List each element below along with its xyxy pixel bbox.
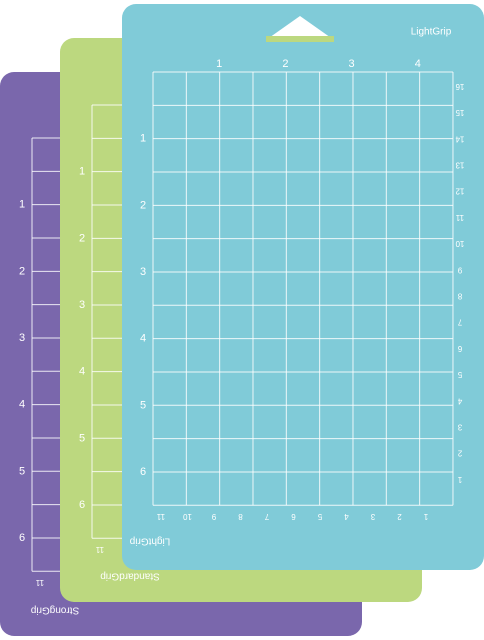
ruler-number: 3 bbox=[140, 266, 146, 278]
ruler-number: 6 bbox=[140, 466, 146, 478]
ruler-number: 3 bbox=[457, 422, 462, 431]
ruler-number: 2 bbox=[19, 265, 25, 277]
ruler-number: 10 bbox=[455, 239, 464, 248]
ruler-number: 6 bbox=[79, 499, 85, 511]
ruler-number: 11 bbox=[35, 578, 44, 587]
ruler-number: 10 bbox=[183, 512, 192, 521]
ruler-number: 5 bbox=[317, 512, 322, 521]
ruler-number: 15 bbox=[455, 108, 464, 117]
ruler-number: 5 bbox=[19, 465, 25, 477]
ruler-number: 1 bbox=[423, 512, 428, 521]
ruler-number: 11 bbox=[156, 512, 165, 521]
notch-strip bbox=[266, 36, 334, 42]
ruler-number: 1 bbox=[216, 58, 222, 70]
ruler-number: 8 bbox=[238, 512, 243, 521]
ruler-number: 7 bbox=[457, 318, 462, 327]
ruler-number: 11 bbox=[95, 545, 104, 554]
ruler-number: 16 bbox=[455, 82, 464, 91]
ruler-number: 4 bbox=[19, 399, 25, 411]
ruler-number: 5 bbox=[457, 370, 462, 379]
ruler-number: 13 bbox=[455, 160, 464, 169]
mat-label: LightGrip bbox=[129, 535, 170, 546]
ruler-number: 5 bbox=[140, 399, 146, 411]
ruler-number: 9 bbox=[457, 265, 462, 274]
mat-label: StrongGrip bbox=[30, 604, 79, 615]
ruler-number: 4 bbox=[140, 333, 146, 345]
ruler-number: 6 bbox=[291, 512, 296, 521]
ruler-number: 14 bbox=[455, 134, 464, 143]
ruler-number: 4 bbox=[415, 58, 421, 70]
ruler-number: 3 bbox=[370, 512, 375, 521]
ruler-number: 12 bbox=[455, 187, 464, 196]
ruler-number: 1 bbox=[457, 475, 462, 484]
ruler-number: 3 bbox=[19, 332, 25, 344]
ruler-number: 2 bbox=[457, 449, 462, 458]
mat-label: StandardGrip bbox=[100, 570, 160, 581]
ruler-number: 2 bbox=[140, 199, 146, 211]
ruler-number: 2 bbox=[282, 58, 288, 70]
ruler-number: 5 bbox=[79, 432, 85, 444]
ruler-number: 8 bbox=[457, 291, 462, 300]
ruler-number: 1 bbox=[79, 166, 85, 178]
ruler-number: 6 bbox=[457, 344, 462, 353]
ruler-number: 1 bbox=[140, 133, 146, 145]
mat-label: LightGrip bbox=[411, 27, 452, 38]
ruler-number: 7 bbox=[264, 512, 269, 521]
ruler-number: 4 bbox=[457, 396, 462, 405]
ruler-number: 3 bbox=[349, 58, 355, 70]
ruler-number: 3 bbox=[79, 299, 85, 311]
ruler-number: 11 bbox=[455, 213, 464, 222]
ruler-number: 4 bbox=[79, 366, 85, 378]
hang-notch bbox=[266, 16, 334, 40]
ruler-number: 6 bbox=[19, 532, 25, 544]
mat-body bbox=[122, 4, 484, 570]
ruler-number: 4 bbox=[344, 512, 349, 521]
ruler-number: 1 bbox=[19, 199, 25, 211]
ruler-number: 9 bbox=[211, 512, 216, 521]
ruler-number: 2 bbox=[397, 512, 402, 521]
ruler-number: 2 bbox=[79, 232, 85, 244]
